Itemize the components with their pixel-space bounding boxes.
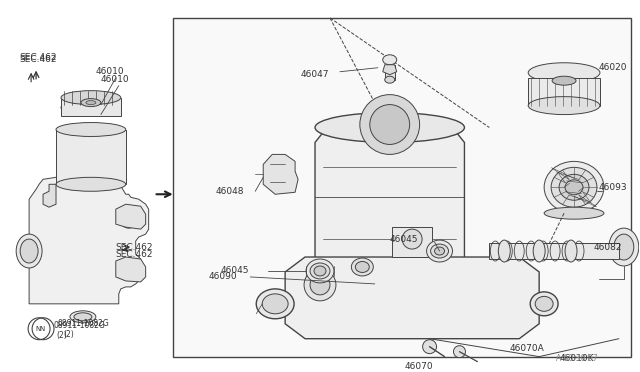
Text: 46010: 46010 — [101, 75, 129, 84]
Ellipse shape — [81, 99, 101, 107]
Circle shape — [124, 214, 134, 224]
Ellipse shape — [351, 258, 373, 276]
Ellipse shape — [565, 180, 583, 195]
Bar — [56, 129, 125, 184]
Circle shape — [304, 269, 336, 301]
Text: 46047: 46047 — [300, 70, 328, 79]
Bar — [385, 65, 395, 80]
Polygon shape — [43, 184, 56, 207]
Ellipse shape — [552, 76, 576, 85]
Circle shape — [310, 275, 330, 295]
Ellipse shape — [499, 240, 510, 262]
Ellipse shape — [559, 174, 589, 200]
Ellipse shape — [551, 167, 597, 207]
Ellipse shape — [528, 63, 600, 83]
Text: N: N — [40, 326, 45, 332]
Circle shape — [422, 340, 436, 354]
Ellipse shape — [535, 296, 553, 311]
Text: SEC.462: SEC.462 — [19, 55, 57, 64]
Ellipse shape — [544, 161, 604, 213]
Ellipse shape — [427, 240, 452, 262]
Ellipse shape — [306, 259, 334, 283]
Circle shape — [402, 229, 422, 249]
Polygon shape — [29, 150, 148, 304]
Polygon shape — [116, 204, 146, 229]
Ellipse shape — [86, 100, 96, 105]
Circle shape — [120, 260, 138, 278]
Text: 46020: 46020 — [599, 63, 627, 72]
Circle shape — [454, 346, 465, 357]
Ellipse shape — [544, 207, 604, 219]
Ellipse shape — [314, 266, 326, 276]
Ellipse shape — [530, 292, 558, 316]
Ellipse shape — [375, 279, 404, 295]
Text: (2): (2) — [63, 330, 74, 339]
Text: 46048: 46048 — [216, 187, 244, 196]
Bar — [173, 18, 631, 357]
Ellipse shape — [565, 240, 577, 262]
Polygon shape — [315, 128, 465, 279]
Text: SEC.462: SEC.462 — [19, 53, 57, 62]
Ellipse shape — [385, 76, 395, 83]
Text: 46070: 46070 — [404, 362, 433, 371]
Text: 08911-1082G: 08911-1082G — [57, 319, 109, 328]
Bar — [528, 78, 600, 106]
Ellipse shape — [61, 100, 121, 116]
Ellipse shape — [310, 263, 330, 279]
Text: (2): (2) — [56, 331, 67, 340]
Ellipse shape — [70, 311, 96, 323]
Polygon shape — [116, 257, 146, 282]
Text: 46070A: 46070A — [509, 344, 544, 353]
Circle shape — [360, 94, 420, 154]
Ellipse shape — [315, 113, 465, 142]
Polygon shape — [383, 65, 397, 75]
Ellipse shape — [262, 294, 288, 314]
Ellipse shape — [16, 234, 42, 268]
Polygon shape — [285, 257, 539, 339]
Text: A·60 30 97: A·60 30 97 — [556, 354, 598, 363]
Ellipse shape — [74, 313, 92, 321]
Circle shape — [370, 105, 410, 144]
Polygon shape — [392, 227, 432, 257]
Ellipse shape — [56, 122, 125, 137]
Bar — [490, 243, 619, 259]
Text: 46082: 46082 — [594, 243, 623, 251]
Ellipse shape — [256, 289, 294, 319]
Text: N: N — [35, 326, 41, 332]
Ellipse shape — [315, 265, 465, 293]
Bar — [61, 97, 121, 116]
Text: 46045: 46045 — [390, 235, 418, 244]
Ellipse shape — [20, 239, 38, 263]
Text: 46090: 46090 — [209, 272, 237, 282]
Ellipse shape — [533, 240, 545, 262]
Circle shape — [124, 264, 134, 274]
Ellipse shape — [380, 282, 400, 292]
Ellipse shape — [355, 262, 369, 272]
Text: SEC.462: SEC.462 — [116, 243, 154, 251]
Ellipse shape — [56, 177, 125, 191]
Text: 46045: 46045 — [220, 266, 249, 275]
Ellipse shape — [435, 247, 445, 255]
Ellipse shape — [431, 244, 449, 258]
Polygon shape — [263, 154, 298, 194]
Text: SEC.462: SEC.462 — [116, 250, 154, 259]
Text: 46010K: 46010K — [559, 354, 593, 363]
Text: 08911-1082G: 08911-1082G — [53, 321, 105, 330]
Ellipse shape — [61, 91, 121, 105]
Ellipse shape — [528, 97, 600, 115]
Text: 46010: 46010 — [96, 67, 125, 76]
Text: 46093: 46093 — [599, 183, 628, 192]
Ellipse shape — [383, 55, 397, 65]
Ellipse shape — [609, 228, 639, 266]
Circle shape — [120, 210, 138, 228]
Ellipse shape — [614, 234, 634, 260]
